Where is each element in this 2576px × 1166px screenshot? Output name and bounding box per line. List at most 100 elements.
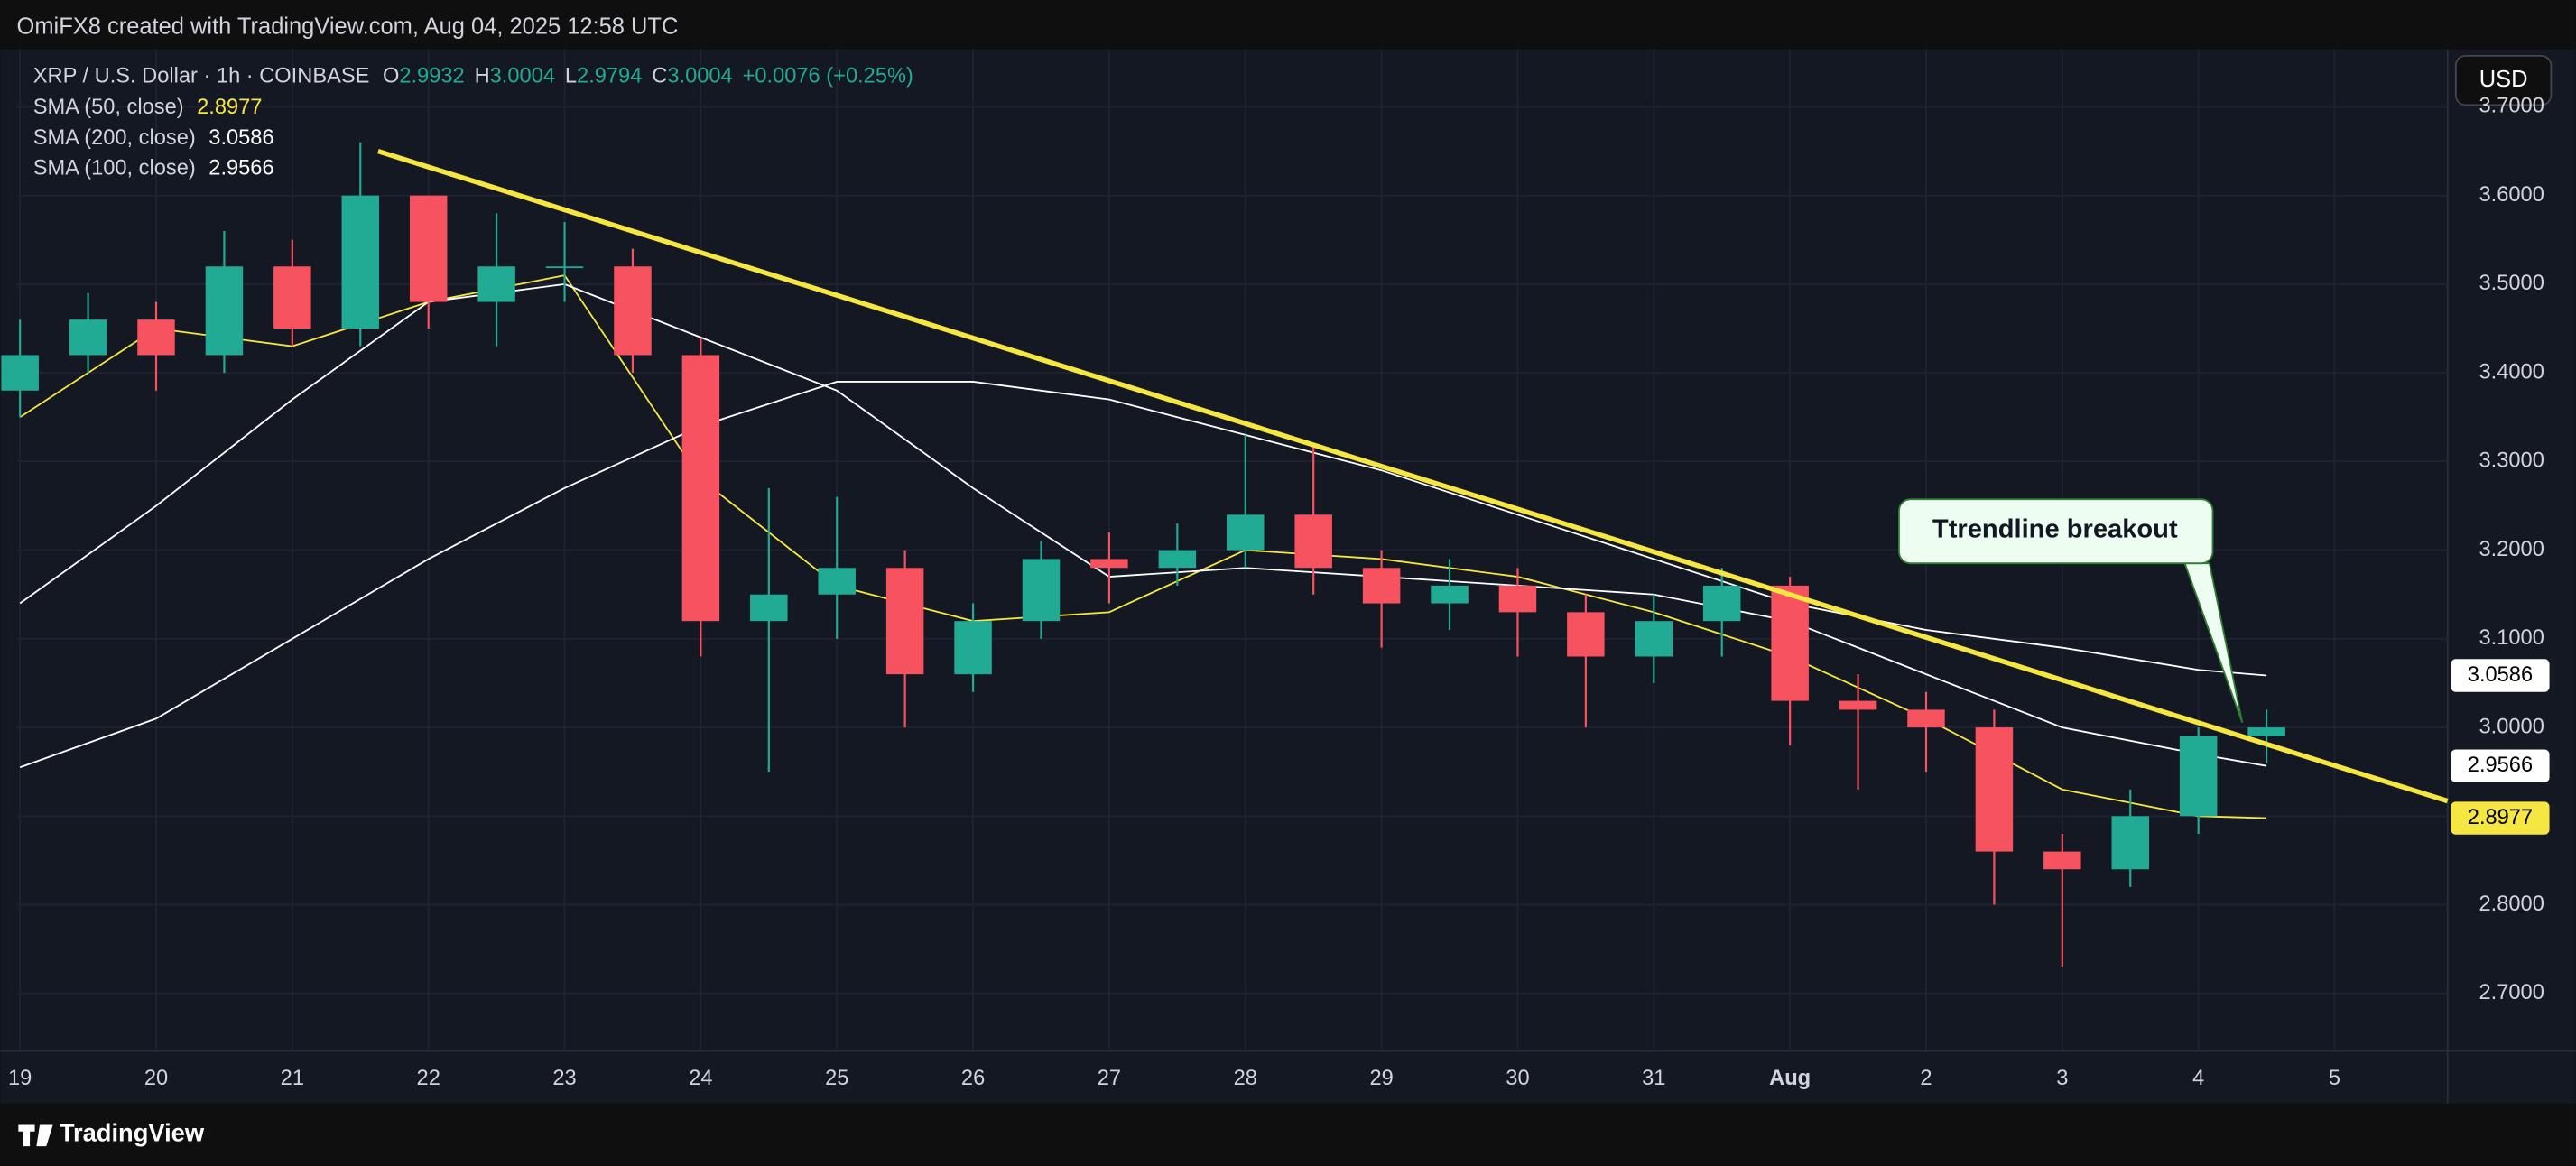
candle-body <box>341 195 380 329</box>
y-tick-label: 3.6000 <box>2479 183 2544 207</box>
candle-body <box>1839 700 1877 710</box>
y-tick-label: 2.7000 <box>2479 981 2544 1004</box>
candle-body <box>681 355 720 622</box>
legend-entry: SMA (200, close) 3.0586 <box>33 126 274 150</box>
candle-body <box>1771 585 1809 701</box>
x-tick-label: 29 <box>1369 1067 1393 1090</box>
symbol-line: XRP / U.S. Dollar · 1h · COINBASE O2.9932… <box>33 65 913 88</box>
candle-body <box>1227 514 1265 551</box>
x-tick-label: 23 <box>552 1067 576 1090</box>
candle-body <box>273 266 311 329</box>
trendline <box>377 148 2449 804</box>
candle-body <box>477 266 515 302</box>
y-tick-label: 3.0000 <box>2479 715 2544 738</box>
y-tick-label: 3.1000 <box>2479 626 2544 650</box>
y-tick-label: 2.8000 <box>2479 893 2544 916</box>
candle-body <box>750 594 788 622</box>
y-tick-label: 3.7000 <box>2479 95 2544 118</box>
candle-body <box>1 355 39 391</box>
header: OmiFX8 created with TradingView.com, Aug… <box>17 14 679 40</box>
candle-body <box>614 266 652 356</box>
quote-value: 3.0004 <box>490 65 555 88</box>
x-tick-label: Aug <box>1769 1067 1811 1090</box>
quote-value: 2.9794 <box>577 65 642 88</box>
x-tick-label: 28 <box>1234 1067 1257 1090</box>
quote-value: 3.0004 <box>667 65 732 88</box>
quote-label: O <box>383 65 399 88</box>
sma-line <box>19 381 2267 769</box>
legend-name: SMA (100, close) <box>33 157 196 180</box>
candle-body <box>885 568 924 675</box>
currency-button[interactable] <box>2454 54 2553 106</box>
candle-body <box>2043 851 2081 870</box>
candle-body <box>1975 727 2014 852</box>
x-tick-label: 5 <box>2329 1067 2340 1090</box>
candle-body <box>2111 816 2149 870</box>
candle-body <box>205 266 244 356</box>
candle-body <box>1022 559 1061 622</box>
candle-body <box>137 319 175 356</box>
annotation-box <box>1898 498 2214 565</box>
candle-body <box>1158 550 1197 569</box>
candle-body <box>1635 621 1673 657</box>
legend-value: 2.8977 <box>197 96 262 119</box>
y-tick-label: 3.3000 <box>2479 449 2544 473</box>
candle-body <box>1567 612 1605 657</box>
candle-body <box>1362 568 1401 604</box>
x-tick-label: 24 <box>689 1067 712 1090</box>
candle-body <box>1702 585 1741 622</box>
x-tick-label: 31 <box>1642 1067 1665 1090</box>
candle-body <box>1498 585 1537 613</box>
legend-name: SMA (200, close) <box>33 126 196 150</box>
candle-body <box>818 568 856 595</box>
candle-body <box>1294 514 1332 569</box>
candle-body <box>1431 585 1469 604</box>
symbol-title: XRP / U.S. Dollar · 1h · COINBASE <box>33 65 370 88</box>
candle-body <box>954 621 992 675</box>
change-label: +0.0076 (+0.25%) <box>743 65 913 88</box>
x-tick-label: 22 <box>417 1067 440 1090</box>
candle-body <box>409 195 448 302</box>
x-tick-label: 30 <box>1506 1067 1529 1090</box>
x-tick-label: 27 <box>1098 1067 1121 1090</box>
price-tag <box>2451 801 2550 835</box>
x-tick-label: 4 <box>2192 1067 2204 1090</box>
annotation-text: Ttrendline breakout <box>1932 514 2178 543</box>
brand-logo <box>18 1124 53 1147</box>
price-tag-label: 3.0586 <box>2468 663 2533 687</box>
quote-label: C <box>652 65 667 88</box>
legend-entry: SMA (50, close) 2.8977 <box>33 96 263 119</box>
x-tick-label: 2 <box>1920 1067 1932 1090</box>
candle-body <box>1907 709 1945 728</box>
quote-label: L <box>565 65 577 88</box>
price-tag-label: 2.9566 <box>2468 754 2533 777</box>
x-tick-label: 19 <box>8 1067 32 1090</box>
price-tag <box>2451 659 2550 692</box>
candle-body <box>2247 727 2285 736</box>
x-tick-label: 21 <box>281 1067 304 1090</box>
candle-body <box>1090 559 1128 569</box>
x-tick-label: 3 <box>2056 1067 2068 1090</box>
price-tag-label: 2.8977 <box>2468 806 2533 829</box>
y-tick-label: 3.4000 <box>2479 360 2544 384</box>
legend-value: 3.0586 <box>208 126 273 150</box>
currency-label[interactable]: USD <box>2479 67 2528 92</box>
legend-value: 2.9566 <box>208 157 273 180</box>
quote-label: H <box>475 65 490 88</box>
price-tag <box>2451 749 2550 782</box>
quote-value: 2.9932 <box>399 65 464 88</box>
brand: TradingView <box>18 1119 205 1147</box>
candle-body <box>2179 736 2218 817</box>
legend-name: SMA (50, close) <box>33 96 184 119</box>
y-tick-label: 3.2000 <box>2479 538 2544 561</box>
x-tick-label: 25 <box>825 1067 848 1090</box>
annotation: Ttrendline breakout <box>1898 498 2244 723</box>
candle-body <box>545 266 584 269</box>
legend-entry: SMA (100, close) 2.9566 <box>33 157 274 180</box>
y-tick-label: 3.5000 <box>2479 272 2544 295</box>
candle-body <box>69 319 107 356</box>
x-tick-label: 26 <box>961 1067 985 1090</box>
